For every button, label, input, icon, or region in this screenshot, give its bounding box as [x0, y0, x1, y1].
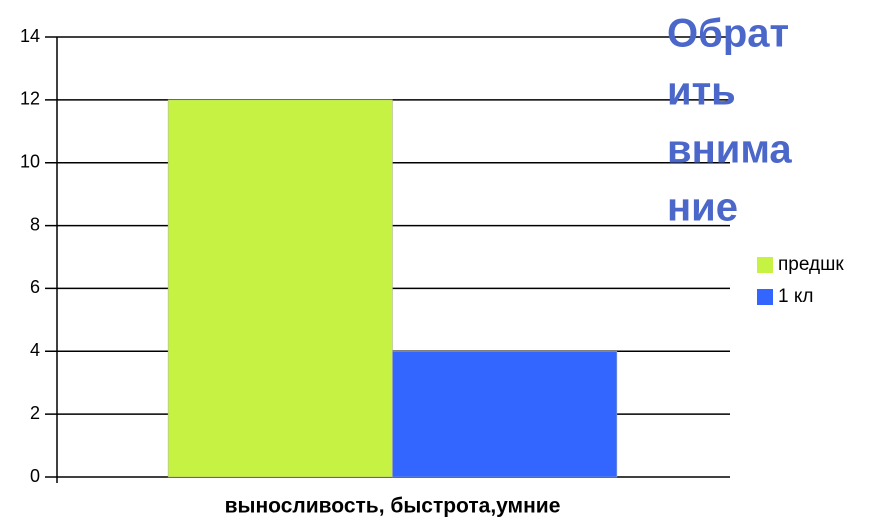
bar — [392, 351, 618, 478]
annotation: ить — [667, 70, 736, 114]
y-tick-label: 10 — [20, 151, 40, 171]
legend-swatch — [757, 257, 773, 273]
annotation: ние — [667, 186, 738, 230]
annotation: Обрат — [667, 12, 789, 56]
annotation: внима — [667, 128, 792, 172]
y-tick-label: 14 — [20, 26, 40, 46]
y-tick-label: 12 — [20, 89, 40, 109]
y-tick-label: 4 — [30, 340, 40, 360]
bar — [167, 99, 393, 478]
legend-label: 1 кл — [778, 286, 813, 307]
y-tick-label: 8 — [30, 214, 40, 234]
legend-label: предшк — [778, 254, 844, 275]
x-tick-label: выносливость, быстрота,умние — [225, 495, 561, 518]
y-tick-label: 0 — [30, 466, 40, 486]
y-tick-label: 2 — [30, 403, 40, 423]
legend-swatch — [757, 289, 773, 305]
y-tick-label: 6 — [30, 277, 40, 297]
